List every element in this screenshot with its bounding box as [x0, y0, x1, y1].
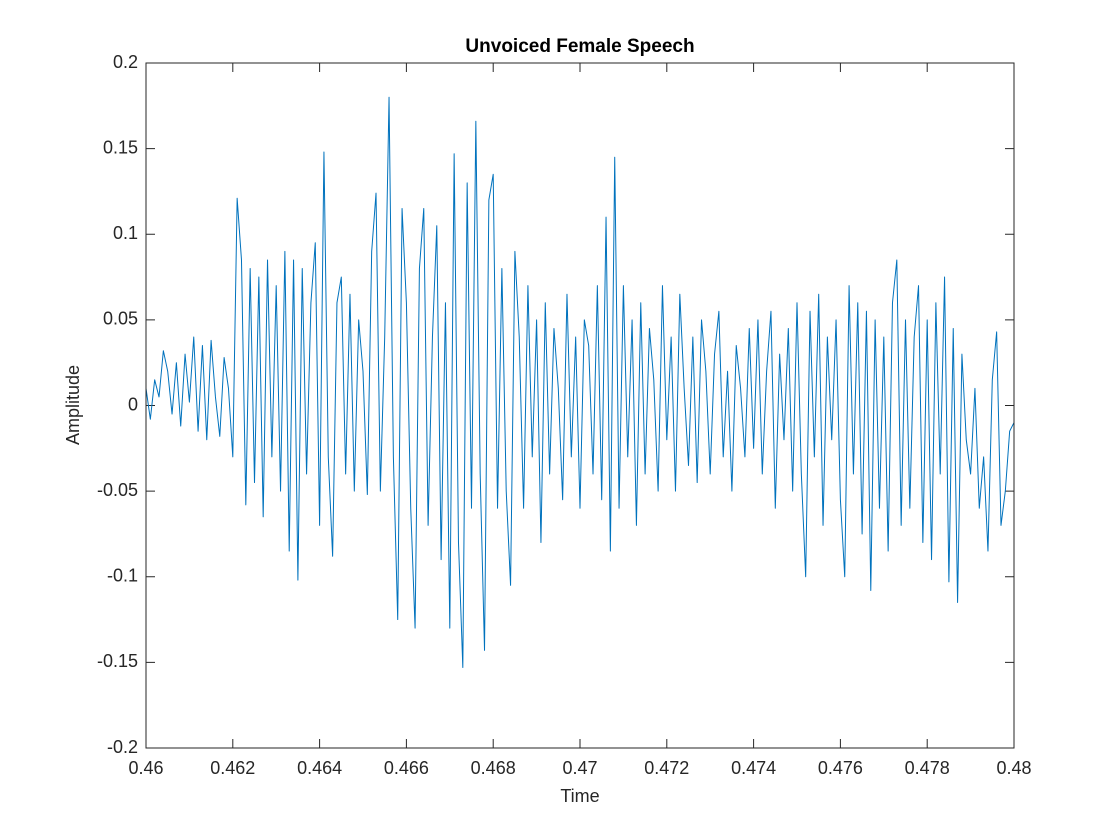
y-tick-label: -0.2: [107, 737, 138, 757]
x-tick-label: 0.47: [562, 758, 597, 778]
x-tick-label: 0.48: [996, 758, 1031, 778]
y-axis-label: Amplitude: [63, 365, 83, 445]
y-tick-label: 0.15: [103, 137, 138, 157]
x-tick-label: 0.478: [905, 758, 950, 778]
x-tick-label: 0.474: [731, 758, 776, 778]
chart-title: Unvoiced Female Speech: [465, 36, 694, 57]
y-tick-label: -0.15: [97, 651, 138, 671]
line-series: [145, 96, 1015, 669]
y-tick-label: 0.05: [103, 309, 138, 329]
y-tick-label: 0.2: [113, 52, 138, 72]
x-tick-label: 0.476: [818, 758, 863, 778]
y-tick-label: 0.1: [113, 223, 138, 243]
y-tick-label: -0.05: [97, 480, 138, 500]
y-tick-label: 0: [128, 394, 138, 414]
x-axis-label: Time: [560, 786, 599, 806]
x-tick-label: 0.462: [210, 758, 255, 778]
x-tick-label: 0.472: [644, 758, 689, 778]
y-tick-label: -0.1: [107, 566, 138, 586]
x-tick-label: 0.46: [128, 758, 163, 778]
x-tick-label: 0.468: [471, 758, 516, 778]
x-tick-label: 0.464: [297, 758, 342, 778]
x-tick-label: 0.466: [384, 758, 429, 778]
axes-box: [145, 62, 1015, 749]
